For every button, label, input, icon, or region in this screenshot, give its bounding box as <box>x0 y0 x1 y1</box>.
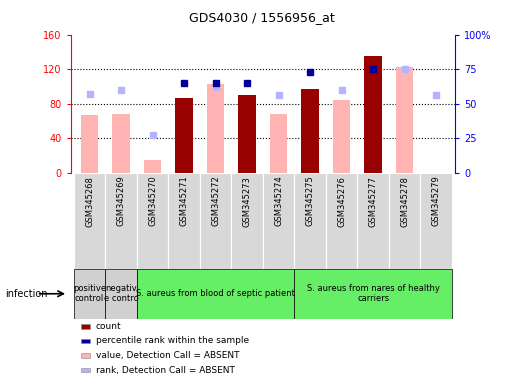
Text: positive
control: positive control <box>73 284 106 303</box>
Text: GDS4030 / 1556956_at: GDS4030 / 1556956_at <box>189 12 334 25</box>
Bar <box>137 173 168 269</box>
Text: GSM345279: GSM345279 <box>431 176 440 227</box>
Text: GSM345269: GSM345269 <box>117 176 126 227</box>
Bar <box>200 173 231 269</box>
Bar <box>365 56 382 173</box>
Text: percentile rank within the sample: percentile rank within the sample <box>96 336 249 346</box>
Bar <box>81 324 90 329</box>
Bar <box>81 339 90 343</box>
Bar <box>294 269 452 319</box>
Text: GSM345276: GSM345276 <box>337 176 346 227</box>
Bar <box>74 173 105 269</box>
Bar <box>168 173 200 269</box>
Bar <box>326 173 357 269</box>
Bar <box>207 84 224 173</box>
Bar <box>263 173 294 269</box>
Bar <box>137 269 294 319</box>
Bar <box>357 173 389 269</box>
Bar <box>81 368 90 372</box>
Bar <box>74 269 105 319</box>
Text: GSM345268: GSM345268 <box>85 176 94 227</box>
Bar <box>105 173 137 269</box>
Bar <box>231 173 263 269</box>
Bar <box>175 98 192 173</box>
Text: negativ
e contro: negativ e contro <box>104 284 139 303</box>
Text: S. aureus from nares of healthy
carriers: S. aureus from nares of healthy carriers <box>306 284 439 303</box>
Text: GSM345277: GSM345277 <box>369 176 378 227</box>
Bar <box>389 173 420 269</box>
Text: GSM345274: GSM345274 <box>274 176 283 227</box>
Bar <box>294 173 326 269</box>
Bar <box>301 89 319 173</box>
Text: GSM345270: GSM345270 <box>148 176 157 227</box>
Bar <box>105 269 137 319</box>
Text: infection: infection <box>5 289 48 299</box>
Text: GSM345278: GSM345278 <box>400 176 409 227</box>
Bar <box>333 100 350 173</box>
Bar <box>81 353 90 358</box>
Bar <box>112 114 130 173</box>
Text: GSM345271: GSM345271 <box>179 176 188 227</box>
Text: GSM345273: GSM345273 <box>243 176 252 227</box>
Text: GSM345272: GSM345272 <box>211 176 220 227</box>
Text: S. aureus from blood of septic patient: S. aureus from blood of septic patient <box>136 289 295 298</box>
Text: value, Detection Call = ABSENT: value, Detection Call = ABSENT <box>96 351 239 360</box>
Bar <box>270 114 287 173</box>
Text: rank, Detection Call = ABSENT: rank, Detection Call = ABSENT <box>96 366 235 375</box>
Bar <box>420 173 452 269</box>
Text: GSM345275: GSM345275 <box>305 176 314 227</box>
Bar <box>238 95 256 173</box>
Bar <box>81 115 98 173</box>
Text: count: count <box>96 322 121 331</box>
Bar <box>144 160 161 173</box>
Bar <box>396 68 413 173</box>
